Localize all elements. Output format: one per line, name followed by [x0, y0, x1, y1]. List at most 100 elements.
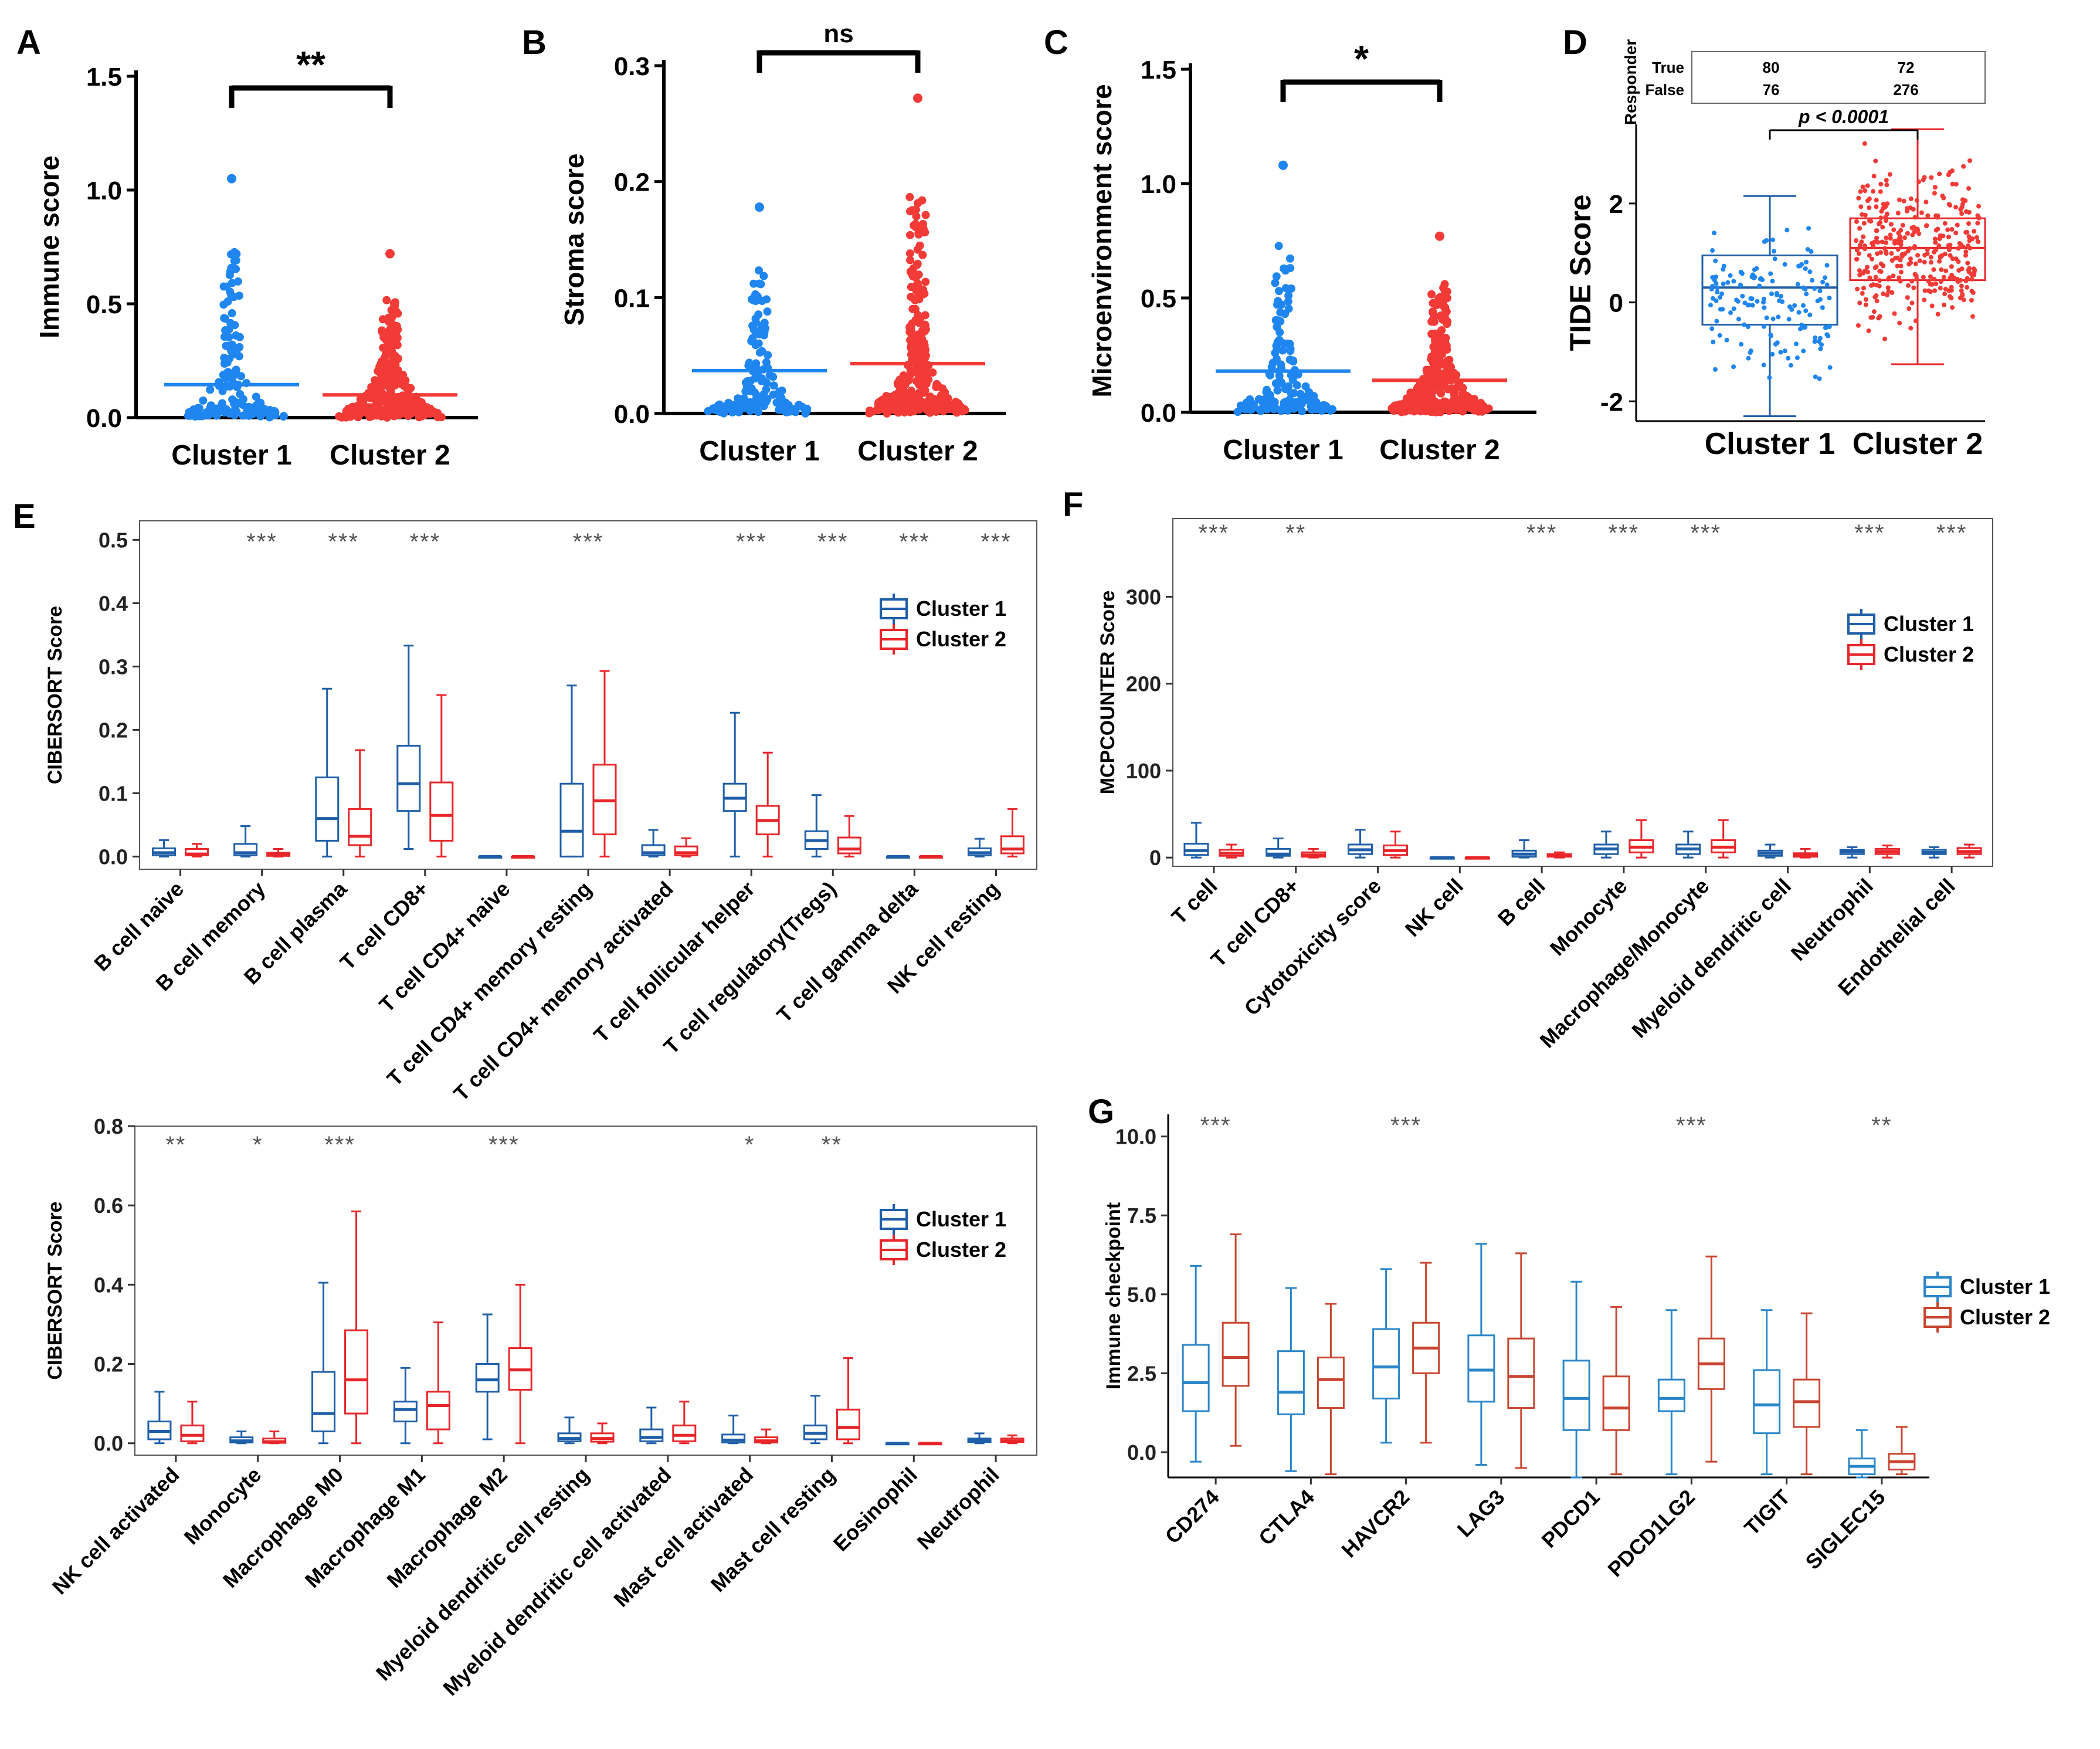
data-point [1782, 262, 1787, 267]
data-point [755, 266, 764, 275]
data-point [905, 249, 914, 258]
data-point [915, 381, 924, 389]
data-point [390, 397, 399, 406]
data-point [1285, 355, 1294, 364]
box-cluster1 [393, 1401, 418, 1423]
data-point [765, 371, 774, 380]
data-point [1273, 386, 1282, 395]
data-point [1272, 341, 1281, 350]
data-point [1942, 292, 1948, 297]
sig-label: ** [1285, 520, 1306, 546]
data-point [233, 277, 242, 286]
y-axis-label: Immune checkpoint [1102, 1202, 1125, 1389]
data-point [1921, 177, 1926, 182]
data-point [1431, 337, 1440, 345]
data-point [1932, 185, 1938, 190]
data-point [1854, 248, 1860, 253]
data-point [1817, 297, 1823, 302]
data-point [1887, 172, 1892, 177]
data-point [1961, 164, 1966, 169]
data-point [367, 403, 375, 412]
data-point [239, 401, 247, 409]
data-point [1827, 295, 1832, 300]
data-point [1949, 284, 1954, 290]
data-point [1860, 270, 1865, 276]
data-point [1895, 211, 1901, 216]
data-point [1889, 290, 1895, 295]
sig-label: ns [823, 19, 853, 48]
data-point [906, 256, 915, 265]
x-category-label: B cell [1493, 874, 1550, 931]
data-point [1969, 297, 1974, 303]
data-point [918, 250, 927, 259]
data-point [1958, 207, 1963, 212]
data-point [1764, 315, 1769, 320]
data-point [1882, 336, 1888, 341]
data-point [907, 293, 915, 301]
data-point [1953, 205, 1959, 210]
panel-C: 0.0 0.5 1.0 1.5 Microenvironment score Cluste… [1087, 38, 1536, 466]
box-cluster2 [429, 781, 454, 842]
x-category-label: Cluster 2 [1379, 435, 1499, 466]
data-point [1782, 348, 1787, 354]
data-point [1884, 235, 1889, 240]
data-point [1459, 400, 1468, 409]
data-point [1943, 286, 1948, 292]
x-category-label: Monocyte [1545, 874, 1632, 961]
data-point [1854, 238, 1859, 243]
data-point [1914, 198, 1919, 203]
data-point [921, 211, 930, 219]
data-point [749, 279, 758, 288]
data-point [202, 408, 211, 417]
data-point [1761, 362, 1766, 368]
data-point [803, 404, 812, 413]
x-category-label: Cluster 2 [1853, 427, 1983, 461]
data-point [1885, 201, 1890, 206]
data-point [912, 260, 921, 269]
data-point [1966, 186, 1972, 191]
data-point [222, 282, 231, 291]
box-cluster1 [1182, 1344, 1210, 1412]
data-point [769, 390, 778, 399]
data-point [384, 404, 393, 413]
data-point [1959, 211, 1965, 216]
data-point [1804, 292, 1809, 297]
data-point [1929, 260, 1934, 265]
data-point [1316, 402, 1325, 411]
data-point [1860, 212, 1865, 217]
data-point [1465, 404, 1474, 412]
panel-B: 0.0 0.1 0.2 0.3 Stroma score Cluster 1 Cluster… [559, 19, 1006, 467]
box-cluster1 [475, 1363, 500, 1393]
data-point [1824, 324, 1830, 330]
plot-frame [139, 520, 1037, 870]
data-point [1946, 247, 1952, 252]
data-point [1273, 316, 1282, 325]
data-point [1965, 284, 1970, 290]
data-point [1860, 291, 1865, 296]
data-point [1919, 210, 1924, 215]
data-point [1715, 289, 1720, 294]
data-point [1736, 317, 1741, 322]
data-point [1937, 171, 1942, 177]
data-point [1280, 264, 1288, 273]
data-point [1826, 333, 1831, 338]
data-point [920, 388, 928, 397]
data-point [1854, 219, 1859, 224]
sig-label: ** [296, 43, 325, 86]
data-point [1966, 209, 1972, 215]
x-category-label: NK cell activated [48, 1463, 184, 1599]
sig-label: *** [1199, 520, 1230, 546]
y-tick-label: 2.5 [1127, 1361, 1156, 1385]
data-point [1928, 255, 1933, 260]
data-point [1949, 296, 1954, 301]
data-point [1731, 364, 1736, 370]
responder-row-label: True [1652, 59, 1684, 76]
data-point [1939, 253, 1945, 258]
data-point [1437, 389, 1446, 398]
data-point [1862, 141, 1867, 146]
data-point [1748, 296, 1753, 301]
box-cluster2 [837, 836, 861, 855]
data-point [1888, 222, 1894, 227]
x-category-label: Neutrophil [1786, 874, 1878, 965]
box-cluster1 [641, 844, 666, 856]
